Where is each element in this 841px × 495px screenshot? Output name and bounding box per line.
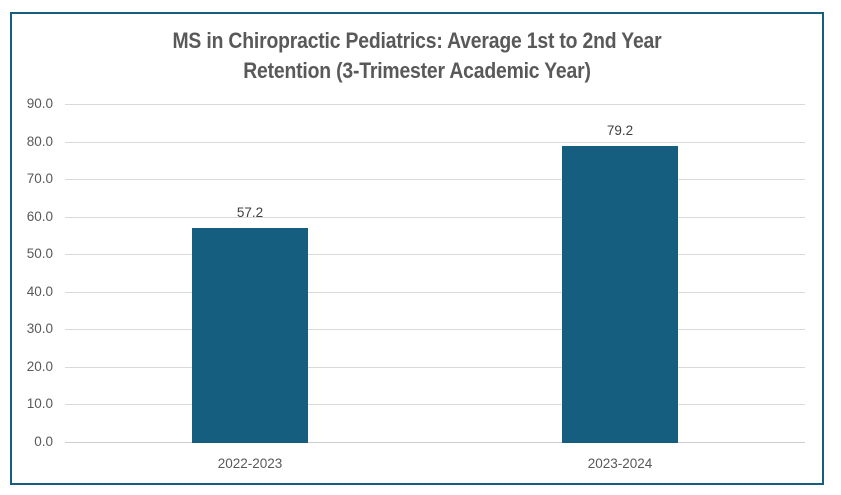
gridline-40.0	[65, 291, 805, 293]
gridline-80.0	[65, 141, 805, 143]
data-label-2022-2023: 57.2	[236, 205, 264, 221]
y-axis-tick-label: 60.0	[26, 208, 53, 224]
data-label-2023-2024: 79.2	[606, 122, 634, 138]
y-axis-tick-label: 80.0	[26, 133, 53, 149]
gridline-10.0	[65, 404, 805, 406]
chart-title-line-1: MS in Chiropractic Pediatrics: Average 1…	[172, 28, 662, 53]
y-axis-tick-label: 30.0	[26, 321, 53, 337]
y-axis-tick-label: 10.0	[26, 396, 53, 412]
y-axis-tick-label: 40.0	[26, 283, 53, 299]
chart-title-line-2: Retention (3-Trimester Academic Year)	[243, 58, 591, 83]
bar-2023-2024	[562, 145, 678, 443]
gridline-90.0	[65, 104, 805, 105]
y-axis-tick-label: 90.0	[26, 96, 53, 111]
x-axis-label-2023-2024: 2023-2024	[587, 456, 653, 471]
chart-title: MS in Chiropractic Pediatrics: Average 1…	[61, 26, 774, 86]
y-axis-tick-label: 20.0	[26, 358, 53, 374]
y-axis-tick-label: 0.0	[34, 434, 53, 449]
y-axis-tick-label: 70.0	[26, 171, 53, 187]
gridline-30.0	[65, 329, 805, 331]
chart-frame: MS in Chiropractic Pediatrics: Average 1…	[10, 12, 824, 485]
bar-2022-2023	[192, 228, 308, 443]
y-axis-tick-label: 50.0	[26, 246, 53, 262]
gridline-50.0	[65, 254, 805, 256]
plot-area: 57.2 79.2	[65, 104, 805, 443]
gridline-20.0	[65, 366, 805, 368]
x-axis-label-2022-2023: 2022-2023	[217, 456, 283, 471]
gridline-70.0	[65, 179, 805, 181]
gridline-60.0	[65, 216, 805, 218]
gridline-0.0	[65, 442, 805, 443]
